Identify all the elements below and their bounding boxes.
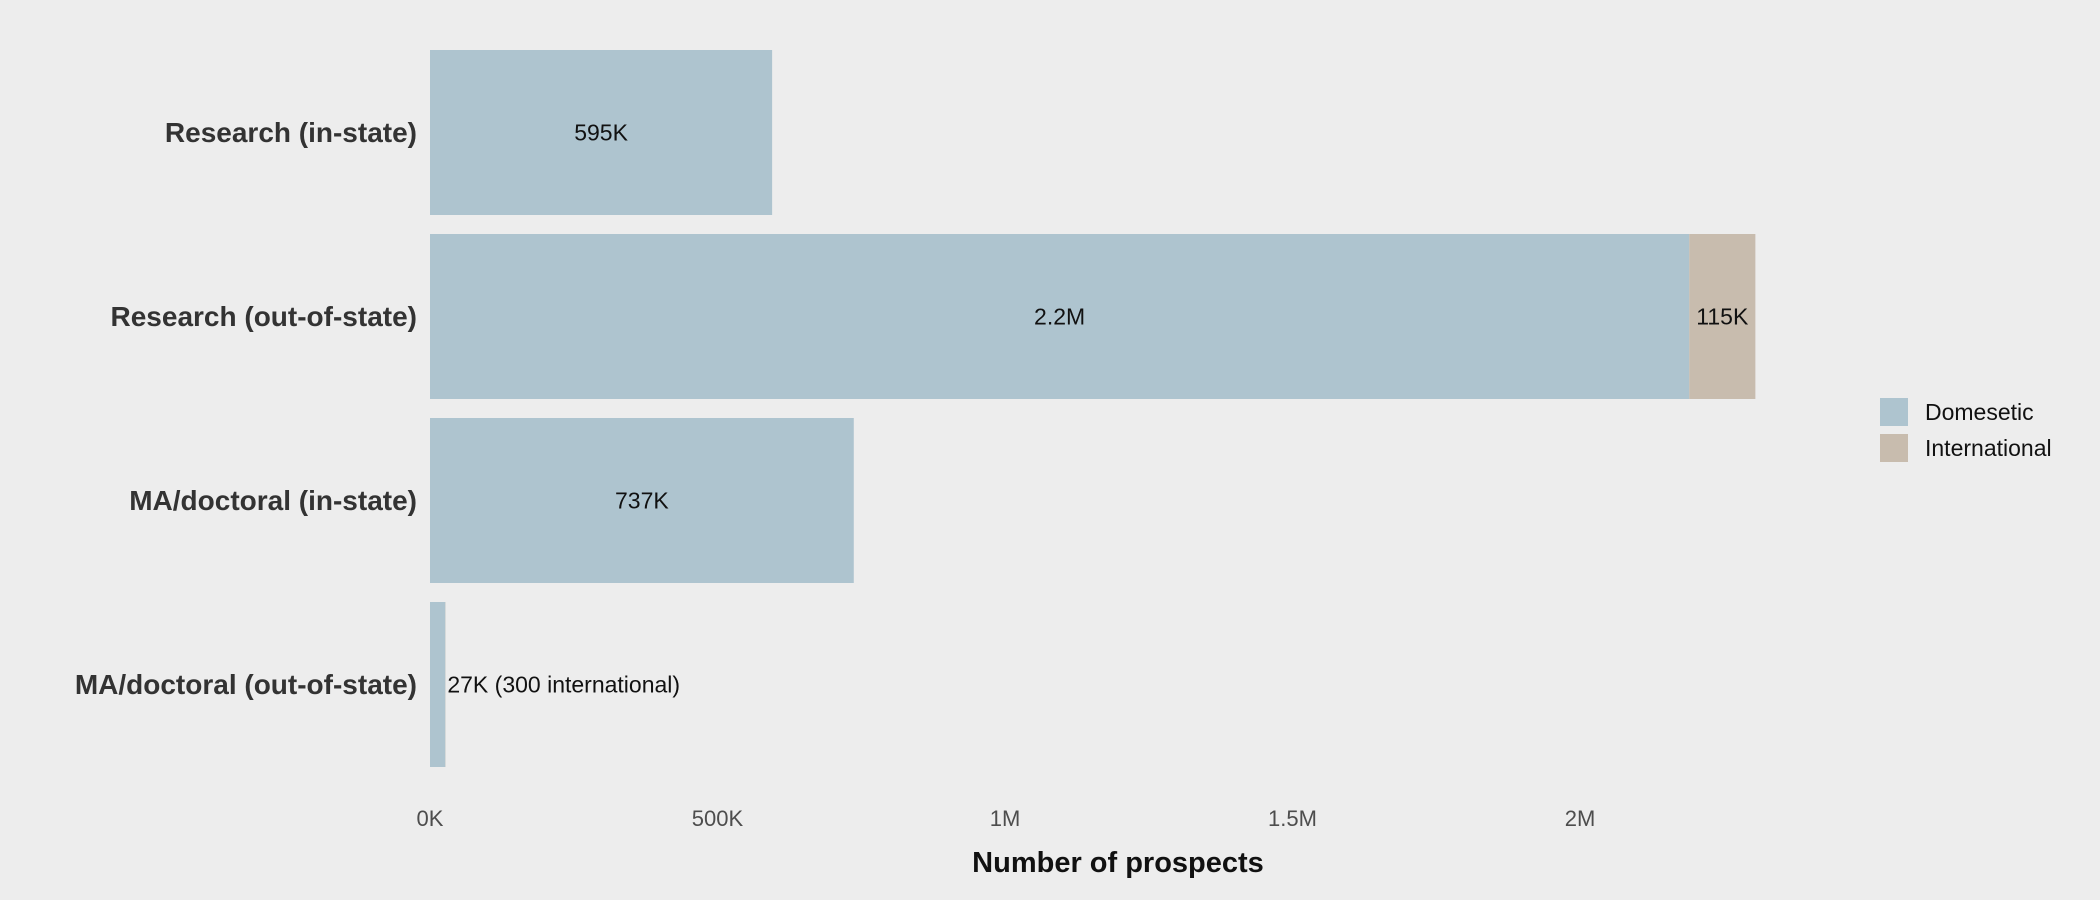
x-tick-label: 1.5M: [1268, 806, 1317, 831]
x-axis-title: Number of prospects: [972, 847, 1264, 879]
category-label-research-in-state: Research (in-state): [165, 117, 417, 148]
x-tick-label: 1M: [990, 806, 1021, 831]
bar-domesetic-research-out-of-state: [430, 234, 1690, 399]
x-axis-ticks: 0K 500K 1M 1.5M 2M: [417, 806, 1596, 831]
bar-label-domesetic-ma-doctoral-in-state: 737K: [615, 488, 669, 514]
x-tick-label: 0K: [417, 806, 444, 831]
bar-label-international-research-out-of-state: 115K: [1696, 304, 1749, 330]
bar-label-domesetic-research-in-state: 595K: [574, 120, 628, 146]
category-label-research-out-of-state: Research (out-of-state): [111, 301, 417, 332]
bar-labels-layer: 595K 2.2M 115K 737K 27K (300 international): [447, 120, 1749, 698]
bar-international-research-out-of-state: [1689, 234, 1756, 399]
bar-domesetic-research-in-state: [430, 50, 773, 215]
legend-swatch-domesetic: [1880, 398, 1908, 426]
category-label-ma-doctoral-in-state: MA/doctoral (in-state): [129, 485, 417, 516]
legend-swatch-international: [1880, 434, 1908, 462]
bar-label-domesetic-research-out-of-state: 2.2M: [1034, 304, 1085, 330]
legend-label-domesetic: Domesetic: [1925, 399, 2034, 425]
legend-label-international: International: [1925, 435, 2052, 461]
bar-domesetic-ma-doctoral-out-of-state: [430, 602, 446, 767]
bar-label-domesetic-ma-doctoral-out-of-state: 27K (300 international): [447, 672, 680, 698]
legend: Domesetic International: [1880, 398, 2052, 462]
bars-layer: [430, 50, 1756, 767]
category-labels: Research (in-state) Research (out-of-stat…: [75, 117, 417, 700]
x-tick-label: 2M: [1565, 806, 1596, 831]
x-tick-label: 500K: [692, 806, 744, 831]
bar-domesetic-ma-doctoral-in-state: [430, 418, 854, 583]
category-label-ma-doctoral-out-of-state: MA/doctoral (out-of-state): [75, 669, 417, 700]
